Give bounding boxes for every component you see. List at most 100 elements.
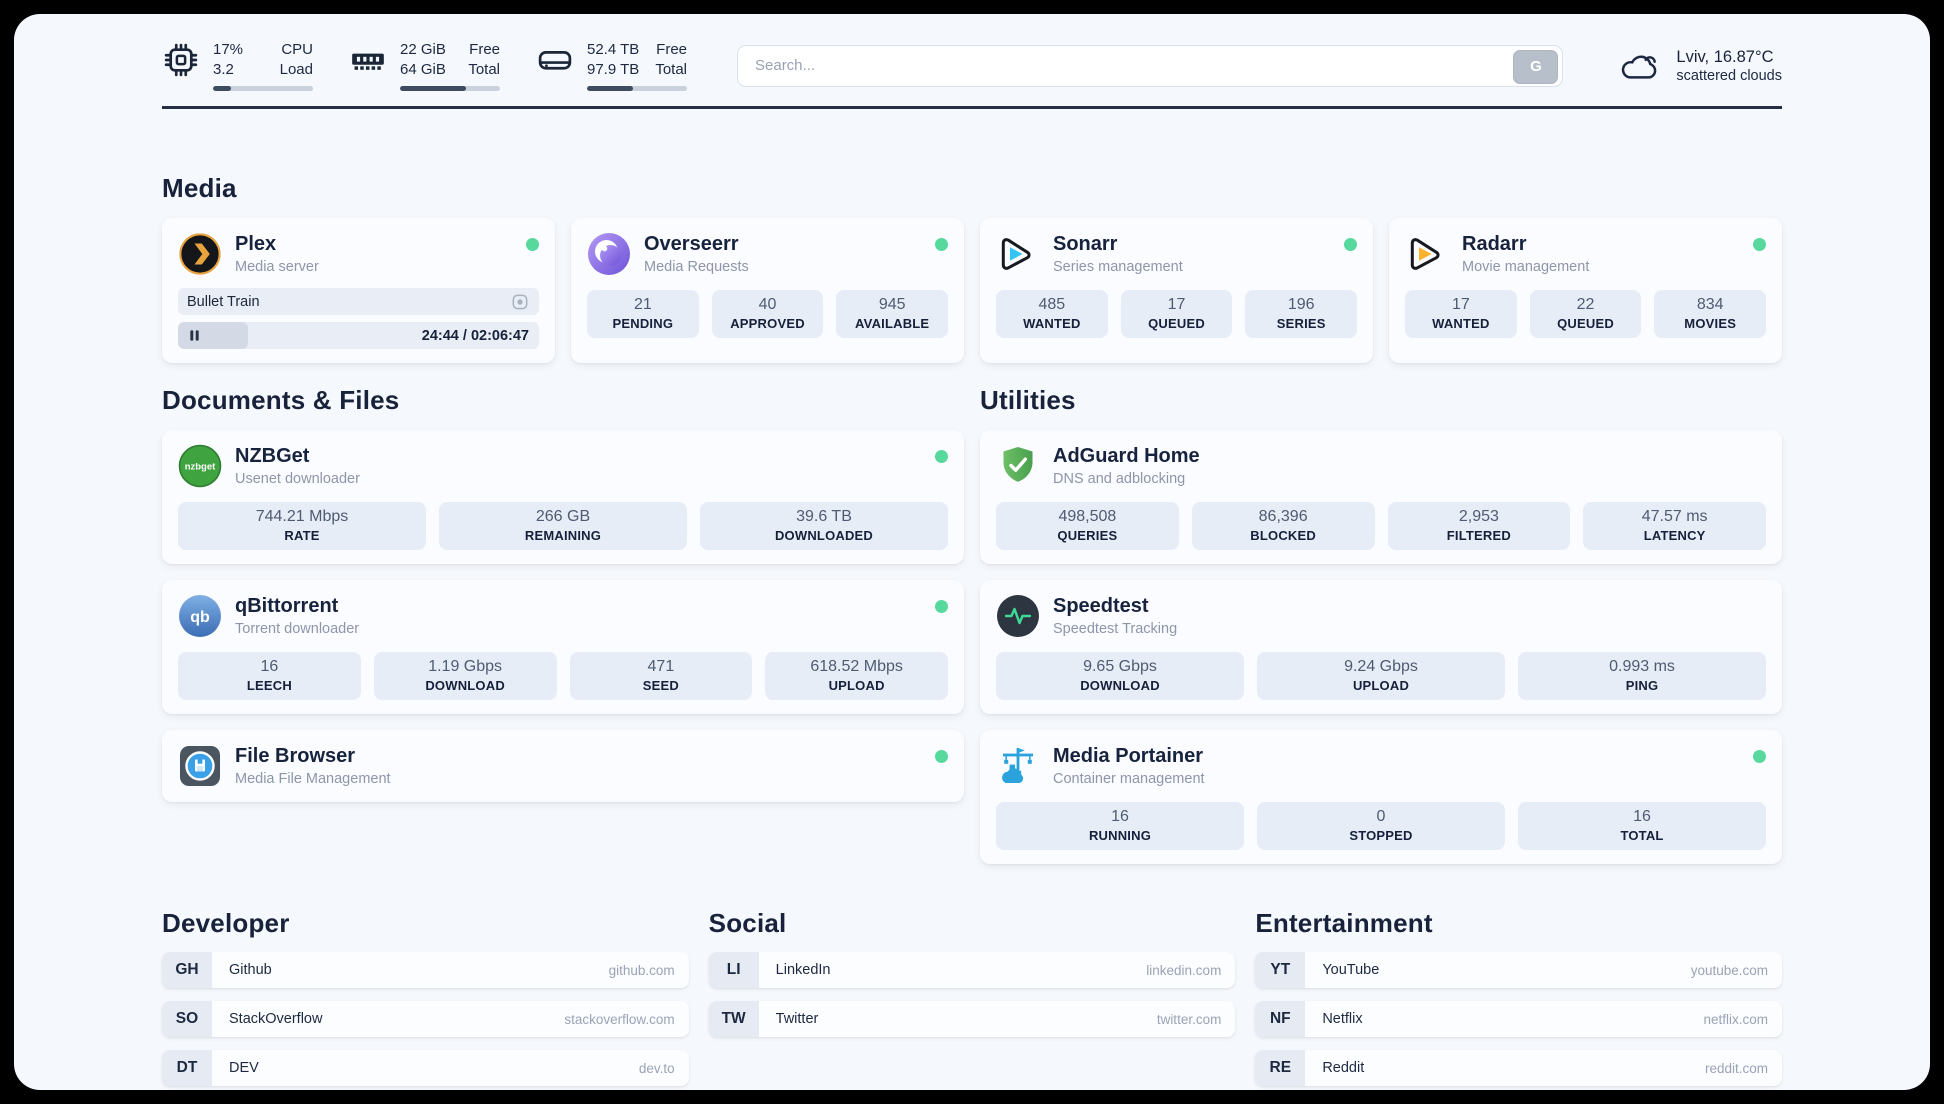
stat-running: 16 RUNNING [996,802,1244,850]
card-sonarr[interactable]: Sonarr Series management 485 WANTED 17 Q… [980,218,1373,363]
search-input[interactable] [737,44,1564,87]
card-radarr[interactable]: Radarr Movie management 17 WANTED 22 QUE… [1389,218,1782,363]
stat-available: 945 AVAILABLE [836,290,949,338]
portainer-icon [1002,748,1033,783]
bookmark-url: github.com [608,962,675,978]
cpu-progress-bar [213,86,313,91]
card-title: Plex [235,233,277,256]
section-utilities: Utilities AdGuard Home [980,385,1782,864]
session-icon[interactable] [510,292,530,312]
card-subtitle: Movie management [1462,258,1590,275]
stat-latency: 47.57 ms LATENCY [1583,502,1766,550]
card-subtitle: DNS and adblocking [1053,470,1186,487]
bookmark-github[interactable]: GH Github github.com [162,952,689,988]
stat-seed: 471 SEED [569,652,753,700]
cpu-icon [164,43,198,76]
plex-icon [179,233,221,275]
card-speedtest[interactable]: Speedtest Speedtest Tracking 9.65 Gbps D… [980,580,1782,714]
bookmarks-developer: Developer GH Github github.com SO StackO… [162,908,689,1086]
now-playing-title: Bullet Train [187,293,260,310]
stat-upload: 618.52 Mbps UPLOAD [765,652,948,700]
card-qbittorrent[interactable]: qb qBittorrent Torrent downloader 16 LEE… [162,580,964,714]
card-subtitle: Media File Management [235,770,391,787]
radarr-icon [1410,238,1440,270]
speedtest-icon [997,595,1039,637]
stat-blocked: 86,396 BLOCKED [1191,502,1375,550]
disk-widget: 52.4 TB 97.9 TB Free Total [536,40,687,91]
bookmark-name: Reddit [1322,1060,1365,1076]
bookmark-url: reddit.com [1704,1060,1768,1076]
weather-location-temp: Lviv, 16.87°C [1676,47,1774,66]
card-subtitle: Series management [1053,258,1183,275]
bookmark-name: StackOverflow [229,1011,323,1027]
bookmark-reddit[interactable]: RE Reddit reddit.com [1255,1050,1782,1086]
stat-download: 1.19 Gbps DOWNLOAD [373,652,557,700]
bookmark-abbr: GH [162,952,212,988]
qbittorrent-icon: qb [179,595,221,637]
stat-approved: 40 APPROVED [711,290,824,338]
card-title: AdGuard Home [1053,445,1200,468]
stat-downloaded: 39.6 TB DOWNLOADED [700,502,948,550]
bookmark-name: YouTube [1322,962,1380,978]
nzbget-icon: nzbget [178,444,222,488]
bookmark-stackoverflow[interactable]: SO StackOverflow stackoverflow.com [162,1001,689,1037]
bookmark-netflix[interactable]: NF Netflix netflix.com [1255,1001,1782,1037]
search-provider-button[interactable]: G [1513,49,1559,84]
card-nzbget[interactable]: nzbget NZBGet Usenet downloader 744.21 M… [162,430,964,564]
svg-text:qb: qb [190,609,210,626]
card-title: Media Portainer [1053,745,1204,768]
section-media: Media Plex Media server B [162,173,1782,363]
weather-condition: scattered clouds [1676,68,1782,85]
header-divider [162,106,1782,109]
memory-icon [352,53,384,70]
bookmark-name: DEV [229,1060,259,1076]
bookmark-abbr: YT [1255,952,1306,988]
disk-progress-bar [587,86,687,91]
pause-icon[interactable] [188,329,201,342]
bookmark-url: stackoverflow.com [564,1011,675,1027]
bookmark-abbr: SO [162,1001,212,1037]
stat-movies: 834 MOVIES [1654,290,1767,338]
memory-widget: 22 GiB 64 GiB Free Total [349,40,500,91]
disk-labels: Free Total [655,41,687,78]
now-playing-row: Bullet Train [178,288,539,315]
stat-wanted: 17 WANTED [1405,290,1517,338]
card-overseerr[interactable]: Overseerr Media Requests 21 PENDING 40 A… [571,218,964,363]
stat-download: 9.65 Gbps DOWNLOAD [996,652,1244,700]
cpu-values: 17% 3.2 [213,41,244,78]
stat-stopped: 0 STOPPED [1257,802,1505,850]
section-documents: Documents & Files nzbget NZBGet Usenet d… [162,385,964,864]
card-title: NZBGet [235,445,310,468]
card-portainer[interactable]: Media Portainer Container management 16 … [980,730,1782,864]
cpu-widget: 17% 3.2 CPU Load [162,40,313,91]
memory-labels: Free Total [468,41,500,78]
bookmark-url: twitter.com [1156,1011,1222,1027]
card-plex[interactable]: Plex Media server Bullet Train [162,218,555,363]
cloud-icon [1622,55,1657,79]
stat-total: 16 TOTAL [1518,802,1766,850]
stat-pending: 21 PENDING [587,290,699,338]
playback-progress-row: 24:44 / 02:06:47 [178,322,539,349]
bookmark-twitter[interactable]: TW Twitter twitter.com [708,1001,1236,1037]
bookmark-abbr: RE [1255,1050,1306,1086]
bookmark-youtube[interactable]: YT YouTube youtube.com [1255,952,1782,988]
status-dot [935,238,948,251]
bookmark-linkedin[interactable]: LI LinkedIn linkedin.com [708,952,1236,988]
card-filebrowser[interactable]: File Browser Media File Management [162,730,964,802]
documents-heading: Documents & Files [162,385,400,415]
bookmark-name: Github [229,962,272,978]
bookmark-dev[interactable]: DT DEV dev.to [162,1050,689,1086]
resource-widgets: 17% 3.2 CPU Load [162,40,687,91]
card-subtitle: Container management [1053,770,1205,787]
bookmark-url: linkedin.com [1146,962,1222,978]
card-title: Overseerr [644,233,739,256]
stat-leech: 16 LEECH [178,652,361,700]
bookmark-url: netflix.com [1703,1011,1768,1027]
stat-queued: 17 QUEUED [1120,290,1233,338]
memory-values: 22 GiB 64 GiB [400,41,446,78]
card-adguard[interactable]: AdGuard Home DNS and adblocking 498,508 … [980,430,1782,564]
card-subtitle: Torrent downloader [235,620,360,637]
weather-widget[interactable]: Lviv, 16.87°C scattered clouds [1617,47,1782,85]
status-dot [1753,238,1766,251]
bookmarks-entertainment: Entertainment YT YouTube youtube.com NF … [1255,908,1782,1086]
